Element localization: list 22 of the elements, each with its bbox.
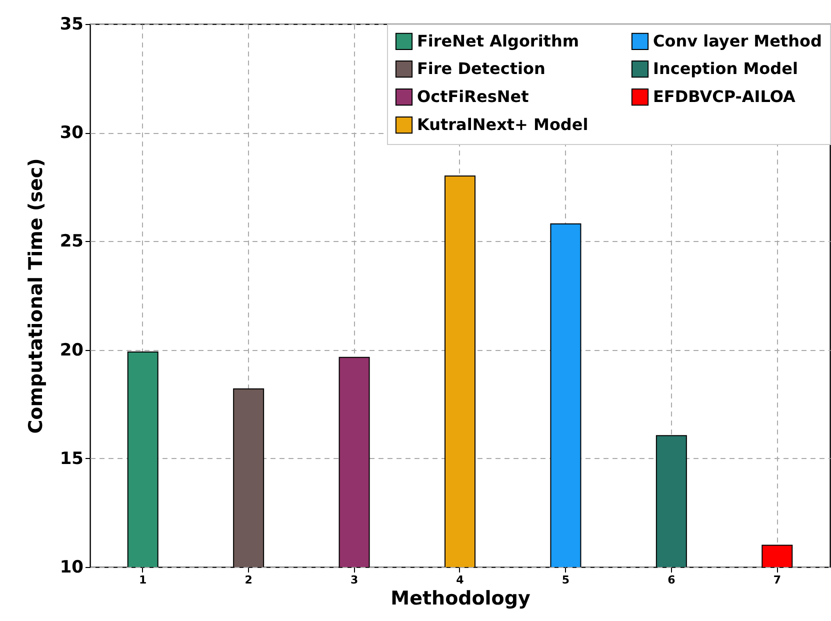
y-axis-title: Computational Time (sec) <box>24 158 47 434</box>
legend-label: EFDBVCP-AILOA <box>653 87 796 106</box>
y-tick-label: 20 <box>60 340 84 360</box>
legend-label: KutralNext+ Model <box>417 115 588 134</box>
legend-label: FireNet Algorithm <box>417 31 580 50</box>
x-tick-label: 7 <box>773 574 781 586</box>
y-tick-label: 15 <box>60 448 84 469</box>
x-axis-title: Methodology <box>390 588 531 610</box>
x-tick-label: 5 <box>562 574 570 586</box>
x-tick-label: 1 <box>139 574 147 586</box>
y-tick-label: 25 <box>60 232 84 252</box>
x-tick-label: 2 <box>244 574 252 586</box>
x-tick-label: 3 <box>350 574 358 586</box>
legend-label: Inception Model <box>653 59 798 78</box>
y-tick-label: 30 <box>60 123 84 144</box>
x-tick-label: 4 <box>456 574 464 586</box>
x-tick-label: 6 <box>668 574 676 586</box>
y-tick-label: 35 <box>60 14 84 34</box>
legend-label: Fire Detection <box>417 59 546 78</box>
legend-label: OctFiResNet <box>417 87 530 106</box>
y-tick-label: 10 <box>60 558 84 578</box>
legend-label: Conv layer Method <box>653 31 822 50</box>
